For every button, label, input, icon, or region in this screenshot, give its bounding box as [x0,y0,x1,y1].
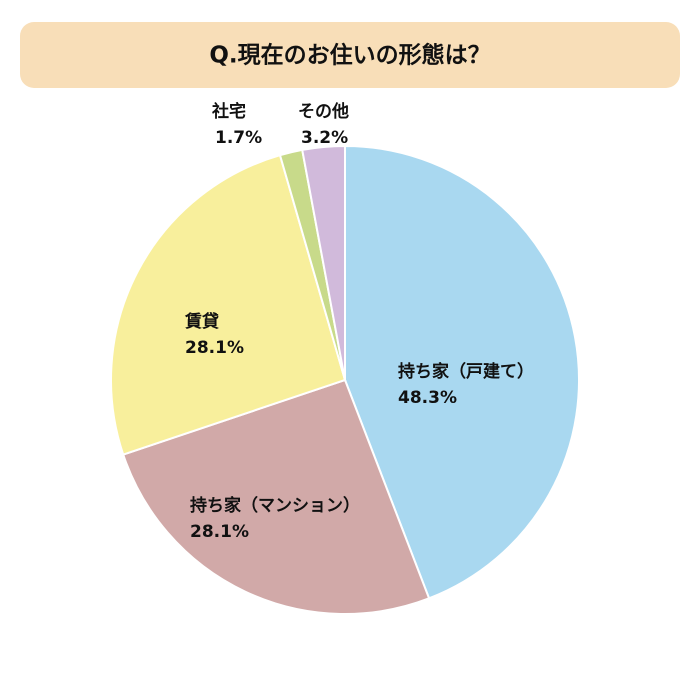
slice-label: 賃貸 [184,311,219,332]
chart-title: Q.現在のお住いの形態は？ [209,42,490,69]
pie-slice [121,378,431,615]
slice-label: その他 [298,101,349,122]
slice-value-label: 28.1% [185,338,244,358]
slice-label: 社宅 [211,101,246,122]
pie-slice [301,144,346,381]
pie-slice [110,153,347,456]
pie-slice [344,144,580,600]
slice-value-label: 28.1% [190,522,249,542]
slice-value-label: 48.3% [398,388,457,408]
slice-value-label: 1.7% [215,128,262,148]
title-banner [20,22,680,88]
slice-value-label: 3.2% [301,128,348,148]
pie [110,144,580,615]
slice-label: 持ち家（戸建て） [398,361,534,382]
labels: 持ち家（戸建て） 48.3% 持ち家（マンション） 28.1% 賃貸 28.1% 社宅 1.7… [184,101,534,542]
slice-label: 持ち家（マンション） [190,495,360,516]
